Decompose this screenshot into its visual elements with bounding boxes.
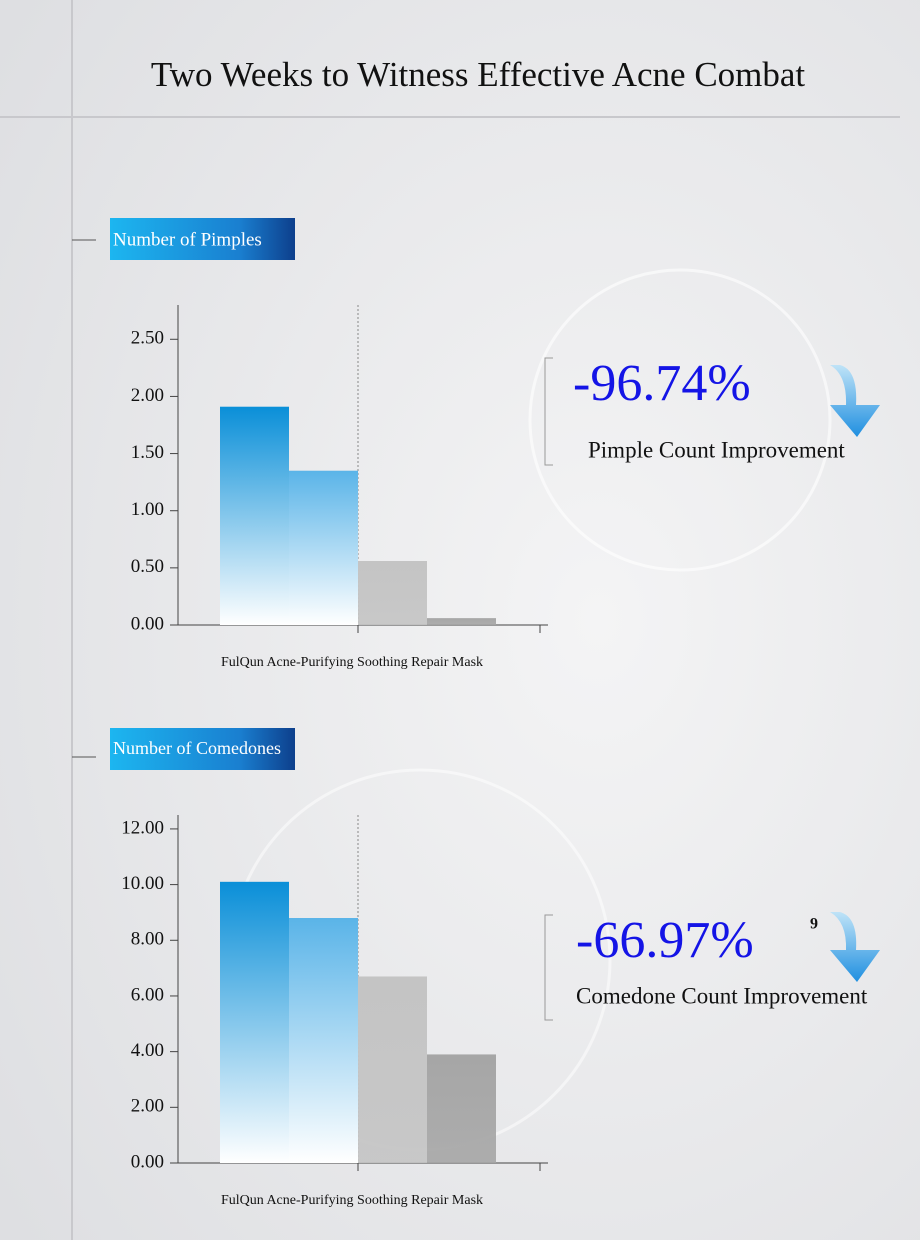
y-tick-label: 1.00 xyxy=(131,499,164,520)
y-tick-label: 2.00 xyxy=(131,1096,164,1117)
stat-value: -96.74% xyxy=(573,355,751,412)
y-tick-label: 1.50 xyxy=(131,442,164,463)
section-title: Number of Comedones xyxy=(113,738,281,758)
bar xyxy=(220,881,289,1163)
bar xyxy=(358,976,427,1163)
y-tick-label: 4.00 xyxy=(131,1040,164,1061)
y-tick-label: 6.00 xyxy=(131,984,164,1005)
bar xyxy=(427,618,496,625)
bracket xyxy=(544,914,553,1021)
section-title: Number of Pimples xyxy=(113,229,262,250)
x-axis-label: FulQun Acne-Purifying Soothing Repair Ma… xyxy=(221,1193,483,1208)
y-tick-label: 0.50 xyxy=(131,556,164,577)
bar xyxy=(289,918,358,1163)
y-tick-label: 0.00 xyxy=(131,1151,164,1172)
bar xyxy=(289,470,358,625)
y-tick-label: 0.00 xyxy=(131,613,164,634)
bubble xyxy=(528,268,832,572)
bracket xyxy=(544,357,553,466)
stat-label: Pimple Count Improvement xyxy=(588,437,845,462)
bar xyxy=(358,561,427,625)
bar xyxy=(220,406,289,625)
y-tick-label: 2.00 xyxy=(131,385,164,406)
footnote-mark: 9 xyxy=(810,916,818,933)
y-tick-label: 2.50 xyxy=(131,328,164,349)
down-arrow xyxy=(830,365,880,437)
x-axis-label: FulQun Acne-Purifying Soothing Repair Ma… xyxy=(221,655,483,670)
stat-value: -66.97% xyxy=(576,912,754,969)
y-tick-label: 10.00 xyxy=(121,873,164,894)
stat-label: Comedone Count Improvement xyxy=(576,983,868,1008)
y-tick-label: 8.00 xyxy=(131,929,164,950)
bar xyxy=(427,1054,496,1163)
y-tick-label: 12.00 xyxy=(121,817,164,838)
section-tag xyxy=(110,218,295,260)
section-tag xyxy=(110,728,295,770)
down-arrow xyxy=(830,912,880,982)
page-title: Two Weeks to Witness Effective Acne Comb… xyxy=(151,55,806,94)
